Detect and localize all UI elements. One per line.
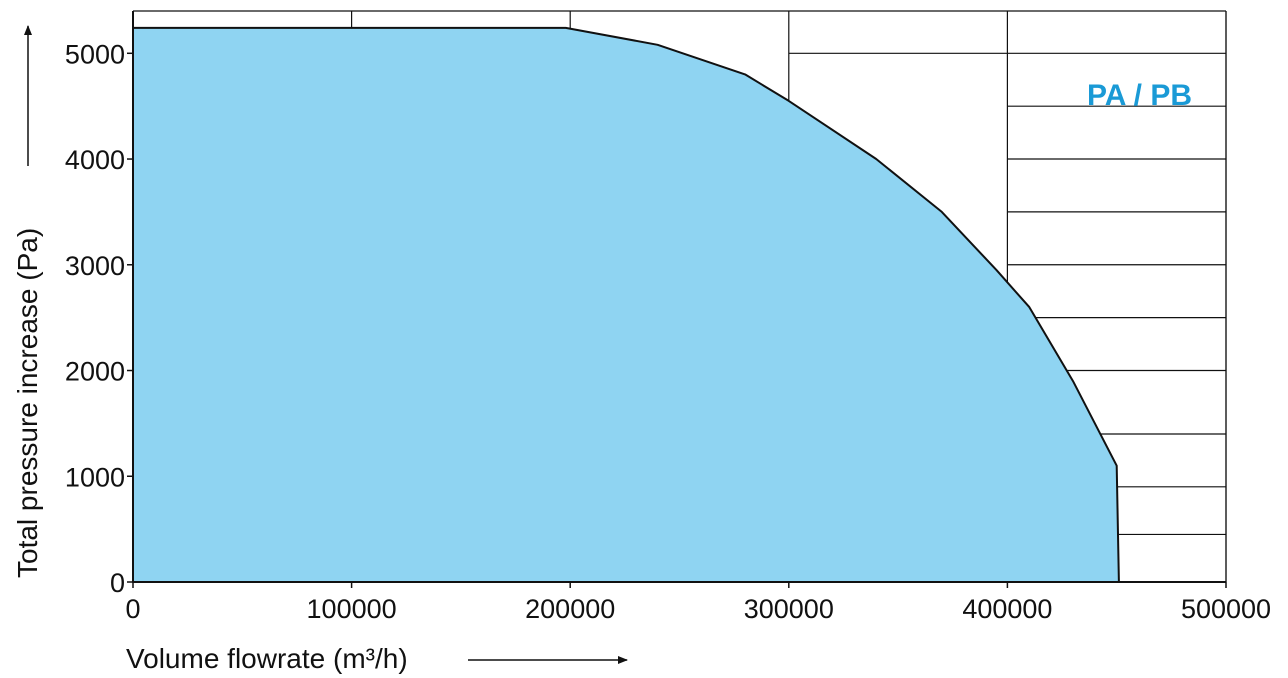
x-tick-label: 500000 (1181, 594, 1271, 624)
y-tick-labels: 0 1000 2000 3000 4000 5000 (65, 39, 125, 598)
x-axis-title-group: Volume flowrate (m³/h) (126, 643, 628, 674)
y-tick-label: 0 (110, 568, 125, 598)
x-tick-label: 100000 (307, 594, 397, 624)
y-tick-label: 2000 (65, 357, 125, 387)
performance-area (132, 26, 1120, 583)
y-tick-label: 5000 (65, 39, 125, 69)
y-tick-label: 3000 (65, 251, 125, 281)
x-tick-label: 400000 (962, 594, 1052, 624)
y-axis-title-group: Total pressure increase (Pa) (12, 25, 43, 578)
y-tick-label: 4000 (65, 145, 125, 175)
x-tick-label: 300000 (744, 594, 834, 624)
x-tick-label: 200000 (525, 594, 615, 624)
x-axis-title: Volume flowrate (m³/h) (126, 643, 408, 674)
y-tick-label: 1000 (65, 462, 125, 492)
series-label: PA / PB (1087, 79, 1192, 112)
x-tick-label: 0 (125, 594, 140, 624)
axes-layer (127, 11, 1227, 588)
y-axis-title: Total pressure increase (Pa) (12, 228, 43, 578)
x-tick-labels: 0 100000 200000 300000 400000 500000 (125, 594, 1271, 624)
